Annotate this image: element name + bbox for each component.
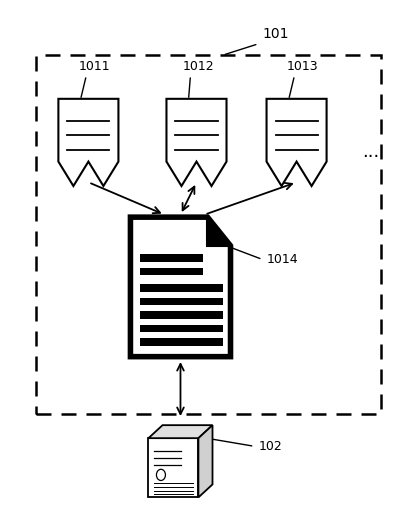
Text: ...: ... (363, 143, 380, 161)
FancyBboxPatch shape (141, 268, 203, 276)
Polygon shape (131, 217, 231, 357)
Polygon shape (58, 99, 118, 186)
Text: 101: 101 (263, 28, 289, 42)
Polygon shape (208, 217, 231, 246)
FancyBboxPatch shape (148, 438, 198, 497)
FancyBboxPatch shape (141, 254, 203, 262)
FancyBboxPatch shape (141, 325, 223, 333)
FancyBboxPatch shape (141, 338, 223, 346)
Text: 1012: 1012 (183, 60, 214, 73)
Polygon shape (166, 99, 226, 186)
FancyBboxPatch shape (141, 298, 223, 305)
Text: 1011: 1011 (78, 60, 110, 73)
FancyBboxPatch shape (141, 311, 223, 319)
FancyBboxPatch shape (141, 284, 223, 292)
Text: 102: 102 (259, 440, 282, 453)
Polygon shape (266, 99, 327, 186)
Text: 1014: 1014 (266, 253, 298, 266)
Text: 1013: 1013 (286, 60, 318, 73)
Polygon shape (148, 425, 213, 438)
Polygon shape (198, 425, 213, 497)
